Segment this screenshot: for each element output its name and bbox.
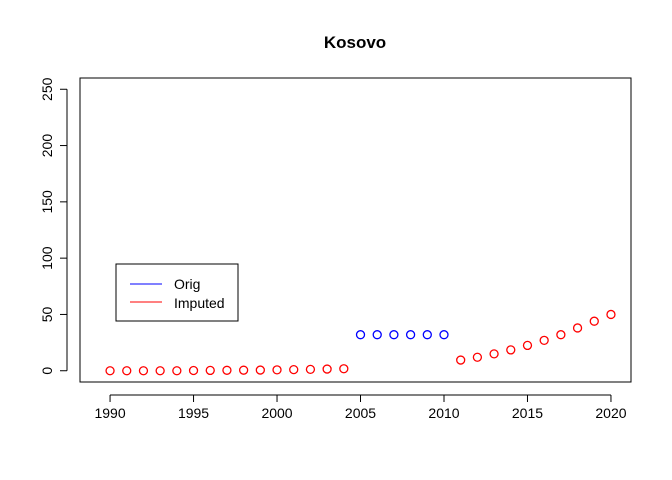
data-point-imputed xyxy=(305,364,316,375)
y-tick-label: 100 xyxy=(39,246,55,270)
data-point-imputed xyxy=(138,366,149,376)
x-axis: 1990 1995 2000 2005 2010 2015 2020 xyxy=(94,394,627,421)
data-point-orig xyxy=(372,330,382,340)
data-point-imputed xyxy=(105,366,115,376)
data-point-imputed xyxy=(556,330,566,340)
data-point-imputed xyxy=(122,366,132,376)
legend-box xyxy=(115,263,239,322)
data-point-imputed xyxy=(205,365,215,376)
data-point-imputed xyxy=(172,366,182,376)
legend: Orig Imputed xyxy=(115,263,239,322)
data-point-imputed xyxy=(188,365,199,376)
data-point-imputed xyxy=(539,335,549,345)
x-tick-label: 2020 xyxy=(595,405,626,421)
data-point-orig xyxy=(405,330,416,340)
x-tick-label: 2015 xyxy=(512,405,543,421)
x-tick-label: 1995 xyxy=(178,405,209,421)
data-point-imputed xyxy=(255,365,265,375)
data-point-imputed xyxy=(522,340,533,351)
x-tick-label: 2010 xyxy=(428,405,459,421)
data-point-imputed xyxy=(222,365,232,375)
y-tick-label: 0 xyxy=(39,367,55,375)
data-point-imputed xyxy=(572,323,583,333)
data-point-imputed xyxy=(339,364,349,374)
data-point-orig xyxy=(422,330,432,340)
data-point-imputed xyxy=(322,364,332,374)
data-point-imputed xyxy=(472,352,483,362)
data-point-imputed xyxy=(606,309,616,320)
data-point-imputed xyxy=(289,364,299,375)
data-point-imputed xyxy=(272,365,282,375)
y-tick-label: 150 xyxy=(39,190,55,214)
data-point-imputed xyxy=(589,316,599,326)
data-point-orig xyxy=(355,330,366,340)
chart-title: Kosovo xyxy=(324,33,386,52)
data-point-imputed xyxy=(155,366,165,376)
y-tick-label: 250 xyxy=(39,77,55,101)
x-tick-label: 1990 xyxy=(94,405,125,421)
x-tick-label: 2000 xyxy=(261,405,292,421)
x-tick-label: 2005 xyxy=(345,405,376,421)
data-point-orig xyxy=(389,330,399,340)
y-tick-label: 50 xyxy=(39,306,55,322)
legend-label-orig: Orig xyxy=(174,276,200,292)
y-tick-label: 200 xyxy=(39,134,55,158)
y-axis: 0 50 100 150 200 250 xyxy=(39,77,68,375)
plot-frame xyxy=(79,77,632,383)
data-points xyxy=(105,309,616,376)
data-point-imputed xyxy=(506,345,516,355)
data-point-imputed xyxy=(489,349,499,359)
legend-label-imputed: Imputed xyxy=(174,295,225,311)
data-point-imputed xyxy=(238,365,249,375)
data-point-orig xyxy=(439,330,449,340)
data-point-imputed xyxy=(456,355,466,365)
